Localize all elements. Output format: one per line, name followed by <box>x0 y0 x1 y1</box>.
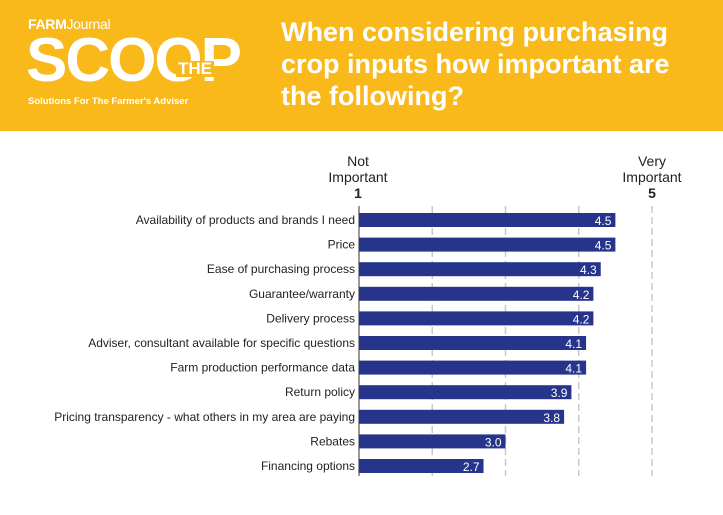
bar <box>359 213 616 227</box>
bar <box>359 311 594 326</box>
axis-low-value: 1 <box>354 185 362 201</box>
bar <box>359 262 601 277</box>
chart-question-title: When considering purchasing crop inputs … <box>281 16 711 112</box>
question-line-1: When considering purchasing <box>281 17 669 47</box>
bar <box>359 237 616 252</box>
category-label: Guarantee/warranty <box>249 287 355 301</box>
category-label: Financing options <box>261 459 355 473</box>
importance-bar-chart: Not Important 1 Very Important 5 Availab… <box>54 153 682 476</box>
category-label: Availability of products and brands I ne… <box>136 213 355 227</box>
question-line-3: the following? <box>281 81 464 111</box>
logo-scoop: SCOOP <box>26 26 242 95</box>
bar-value-label: 2.7 <box>463 460 480 474</box>
category-label: Return policy <box>285 385 355 399</box>
bar-value-label: 4.5 <box>595 214 612 228</box>
axis-high-value: 5 <box>648 185 656 201</box>
bar-value-label: 3.8 <box>543 411 560 425</box>
category-label: Delivery process <box>266 311 355 325</box>
logo-the: THE <box>176 59 214 78</box>
bar-value-label: 4.3 <box>580 263 597 277</box>
bar-value-label: 3.9 <box>551 386 568 400</box>
category-label: Adviser, consultant available for specif… <box>88 336 355 350</box>
bar <box>359 336 587 350</box>
category-label: Price <box>328 238 356 252</box>
bar <box>359 459 484 473</box>
category-label: Farm production performance data <box>170 361 355 375</box>
axis-high-line1: Very <box>638 153 666 169</box>
bar-value-label: 4.1 <box>565 362 582 376</box>
header-banner: FARMJournal SCOOP THE Solutions For The … <box>0 0 723 131</box>
question-line-2: crop inputs how important are <box>281 49 670 79</box>
logo-farm-journal: FARMJournal <box>28 16 111 32</box>
bar-value-label: 4.5 <box>595 239 612 253</box>
category-label: Ease of purchasing process <box>207 262 355 276</box>
bar <box>359 434 506 449</box>
category-label: Pricing transparency - what others in my… <box>54 410 355 424</box>
bar-value-label: 4.2 <box>573 288 590 302</box>
bar <box>359 385 572 400</box>
category-label: Rebates <box>310 434 355 448</box>
logo-tagline: Solutions For The Farmer's Adviser <box>28 96 189 107</box>
axis-low-line1: Not <box>347 153 369 169</box>
axis-high-line2: Important <box>622 169 681 185</box>
bar-value-label: 3.0 <box>485 435 502 449</box>
bar-value-label: 4.1 <box>565 337 582 351</box>
bar <box>359 360 587 375</box>
bar <box>359 409 565 424</box>
bar-value-label: 4.2 <box>573 312 590 326</box>
bar <box>359 286 594 301</box>
farm-journal-scoop-logo: FARMJournal SCOOP THE Solutions For The … <box>26 16 256 116</box>
axis-low-line2: Important <box>328 169 387 185</box>
bars: Availability of products and brands I ne… <box>54 213 616 474</box>
